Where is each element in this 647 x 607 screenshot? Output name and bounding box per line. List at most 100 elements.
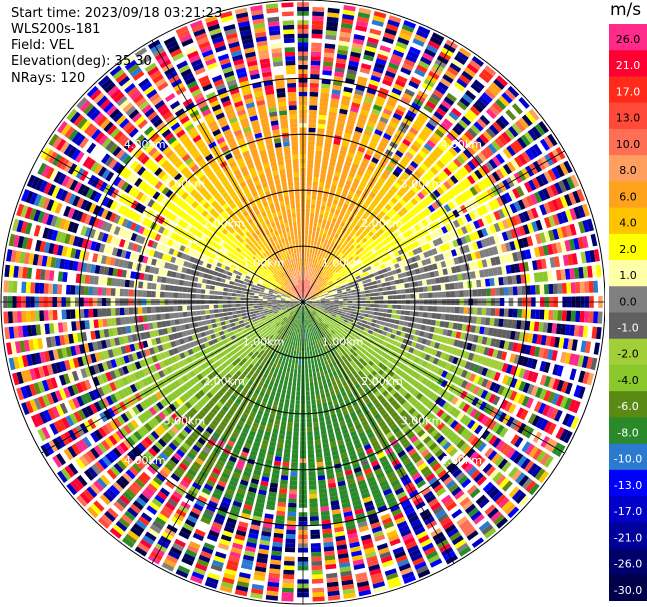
velocity-gate (325, 284, 330, 288)
velocity-gate (575, 281, 581, 294)
velocity-gate (329, 161, 336, 167)
velocity-gate (306, 176, 313, 182)
velocity-gate (327, 7, 340, 14)
velocity-gate (542, 245, 550, 256)
velocity-gate (309, 109, 317, 115)
velocity-gate (498, 115, 510, 127)
velocity-gate (388, 15, 402, 24)
velocity-gate (515, 120, 526, 132)
velocity-gate (569, 268, 575, 280)
velocity-gate (341, 207, 347, 213)
velocity-gate (446, 177, 455, 187)
velocity-gate (328, 212, 334, 218)
velocity-gate (307, 359, 311, 365)
velocity-gate (507, 319, 513, 329)
velocity-gate (304, 324, 307, 329)
velocity-gate (375, 124, 385, 132)
velocity-gate (359, 181, 367, 188)
velocity-gate (483, 248, 490, 258)
velocity-gate (283, 569, 295, 575)
velocity-gate (438, 253, 445, 261)
velocity-gate (305, 284, 308, 289)
velocity-gate (304, 261, 306, 267)
velocity-gate (413, 287, 419, 293)
velocity-gate (358, 246, 364, 253)
velocity-gate (318, 119, 326, 125)
velocity-gate (414, 170, 423, 178)
velocity-gate (349, 244, 356, 250)
velocity-gate (485, 288, 491, 297)
velocity-gate (480, 149, 491, 160)
velocity-gate (421, 236, 428, 244)
velocity-gate (342, 278, 348, 283)
velocity-gate (283, 366, 287, 372)
velocity-gate (306, 190, 312, 195)
velocity-gate (316, 398, 322, 404)
velocity-gate (415, 136, 425, 146)
velocity-gate (407, 201, 415, 209)
velocity-gate (444, 70, 457, 80)
velocity-gate (405, 192, 413, 200)
velocity-gate (322, 442, 330, 449)
velocity-gate (343, 251, 349, 257)
velocity-gate (352, 261, 359, 267)
velocity-gate (437, 142, 447, 152)
velocity-gate (334, 209, 341, 215)
velocity-gate (364, 247, 371, 253)
velocity-gate (526, 209, 535, 220)
velocity-gate (304, 346, 307, 352)
velocity-gate (307, 298, 312, 301)
velocity-gate (325, 298, 330, 301)
velocity-gate (398, 261, 404, 268)
velocity-gate (320, 261, 325, 267)
velocity-gate (394, 279, 400, 285)
velocity-gate (493, 318, 500, 327)
velocity-gate (559, 162, 569, 176)
velocity-gate (474, 270, 481, 279)
velocity-gate (282, 356, 287, 362)
velocity-gate (353, 130, 362, 138)
velocity-gate (305, 328, 307, 334)
velocity-gate (320, 300, 326, 302)
velocity-gate (342, 294, 348, 297)
velocity-gate (371, 108, 381, 116)
velocity-gate (407, 147, 417, 156)
velocity-gate (398, 218, 406, 226)
velocity-gate (420, 324, 427, 331)
velocity-gate (330, 184, 337, 191)
velocity-gate (347, 303, 353, 306)
velocity-gate (309, 373, 313, 378)
velocity-gate (328, 245, 333, 251)
velocity-gate (319, 232, 323, 238)
velocity-gate (476, 279, 482, 288)
velocity-gate (311, 24, 324, 30)
velocity-gate (309, 262, 313, 268)
velocity-gate (424, 207, 432, 216)
velocity-gate (569, 223, 577, 236)
velocity-gate (577, 205, 586, 218)
velocity-gate (510, 215, 518, 227)
velocity-gate (460, 215, 469, 224)
velocity-gate (504, 128, 515, 141)
velocity-gate (481, 216, 489, 226)
velocity-gate (282, 457, 290, 463)
velocity-gate (406, 229, 414, 236)
velocity-gate (424, 272, 431, 279)
velocity-gate (319, 105, 328, 112)
velocity-gate (456, 155, 466, 165)
velocity-gate (303, 288, 304, 294)
velocity-gate (307, 302, 312, 305)
velocity-gate (335, 62, 346, 69)
velocity-gate (463, 112, 475, 123)
velocity-gate (307, 453, 315, 459)
velocity-gate (310, 203, 316, 209)
velocity-gate (276, 510, 286, 516)
velocity-gate (443, 96, 455, 106)
velocity-gate (586, 218, 595, 232)
velocity-gate (333, 306, 339, 309)
velocity-gate (371, 267, 378, 273)
velocity-gate (358, 315, 364, 320)
velocity-gate (317, 275, 321, 280)
velocity-gate (309, 346, 312, 351)
velocity-gate (576, 188, 585, 202)
